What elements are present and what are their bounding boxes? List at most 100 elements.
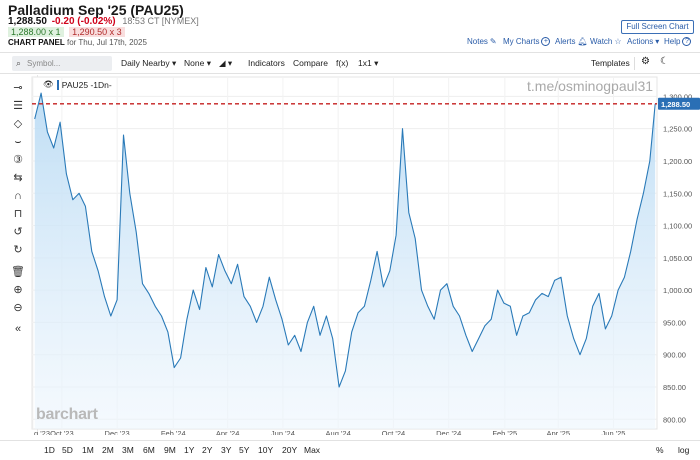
x-tick-label: g '23: [34, 429, 50, 435]
study-label: None: [184, 58, 205, 68]
percent-scale-button[interactable]: %: [656, 445, 664, 455]
data-point: [224, 270, 226, 272]
fibonacci-icon[interactable]: ③: [13, 154, 23, 166]
quote-header: Palladium Sep '25 (PAU25) 1,288.50 -0.20…: [0, 0, 700, 50]
x-tick-label: Apr '24: [216, 429, 240, 435]
data-point: [141, 283, 143, 285]
price-chart[interactable]: 800.00 850.00 900.00 950.00 1,000.00 1,050.00…: [30, 75, 700, 435]
data-point: [230, 283, 232, 285]
range-button-6m[interactable]: 6M: [143, 445, 155, 455]
symbol-search-input[interactable]: ⌕ Symbol...: [12, 56, 112, 71]
panel-date: for Thu, Jul 17th, 2025: [66, 38, 147, 47]
data-point: [275, 299, 277, 301]
help-label: Help: [664, 37, 681, 46]
watch-link[interactable]: Watch ☆: [590, 37, 622, 46]
x-tick-label: Feb '24: [161, 429, 186, 435]
data-point: [490, 318, 492, 320]
magnet-icon[interactable]: ∩: [14, 190, 22, 202]
lock-icon[interactable]: ⊓: [13, 208, 23, 220]
range-button-max[interactable]: Max: [304, 445, 321, 455]
data-point: [351, 331, 353, 333]
zoom-out-icon[interactable]: ⊖: [13, 302, 23, 314]
range-button-20y[interactable]: 20Y: [282, 445, 298, 455]
data-point: [59, 121, 61, 123]
range-button-1d[interactable]: 1D: [44, 445, 55, 455]
data-point: [53, 147, 55, 149]
trendline-icon[interactable]: ☰: [13, 100, 23, 112]
indicators-button[interactable]: Indicators: [248, 58, 285, 68]
layout-dropdown[interactable]: 1x1 ▾: [358, 58, 378, 69]
study-dropdown[interactable]: None ▾: [184, 58, 211, 69]
range-button-5y[interactable]: 5Y: [239, 445, 250, 455]
data-point: [294, 334, 296, 336]
alerts-label: Alerts: [555, 37, 576, 46]
function-button[interactable]: f(x): [336, 58, 349, 68]
range-button-1y[interactable]: 1Y: [184, 445, 195, 455]
data-point: [477, 337, 479, 339]
y-tick-label: 1,150.00: [663, 189, 692, 198]
data-point: [560, 276, 562, 278]
data-point: [376, 250, 378, 252]
templates-button[interactable]: Templates: [591, 58, 630, 68]
text-tool-icon[interactable]: ⇆: [13, 172, 23, 184]
legend-label: PAU25 -1Dn-: [61, 79, 112, 90]
range-button-5d[interactable]: 5D: [62, 445, 73, 455]
interval-dropdown[interactable]: Daily Nearby ▾: [121, 58, 176, 69]
series-line: [34, 92, 656, 388]
settings-icon[interactable]: ⚙: [641, 56, 650, 67]
x-tick-label: Feb '25: [492, 429, 517, 435]
data-point: [496, 289, 498, 291]
dark-mode-icon[interactable]: ☾: [660, 56, 669, 67]
actions-menu[interactable]: Actions ▾: [627, 37, 659, 46]
watermark-text: t.me/osminogpaul31: [527, 78, 654, 94]
data-point: [262, 305, 264, 307]
compare-button[interactable]: Compare: [293, 58, 328, 68]
data-point: [573, 337, 575, 339]
crosshair-icon[interactable]: ⊸: [13, 82, 23, 94]
data-point: [623, 276, 625, 278]
undo-icon[interactable]: ↺: [13, 226, 23, 238]
y-tick-label: 1,100.00: [663, 222, 692, 231]
data-point: [465, 334, 467, 336]
redo-icon[interactable]: ↻: [13, 244, 23, 256]
data-point: [40, 92, 42, 94]
range-button-10y[interactable]: 10Y: [258, 445, 274, 455]
range-button-2y[interactable]: 2Y: [202, 445, 213, 455]
chart-type-dropdown[interactable]: ◢ ▾: [219, 58, 232, 69]
zoom-in-icon[interactable]: ⊕: [13, 284, 23, 296]
my-charts-link[interactable]: My Charts +: [503, 37, 551, 46]
collapse-sidebar-icon[interactable]: «: [14, 323, 22, 335]
series-area: [34, 93, 656, 429]
data-point: [186, 318, 188, 320]
full-screen-chart-button[interactable]: Full Screen Chart: [621, 20, 694, 34]
data-point: [84, 205, 86, 207]
eye-icon[interactable]: 👁︎: [43, 79, 54, 89]
data-point: [566, 315, 568, 317]
data-point: [103, 295, 105, 297]
data-point: [357, 312, 359, 314]
range-button-1m[interactable]: 1M: [82, 445, 94, 455]
data-point: [446, 283, 448, 285]
chart-toolbar: ⌕ Symbol... Daily Nearby ▾ None ▾ ◢ ▾ In…: [0, 52, 700, 74]
data-point: [160, 315, 162, 317]
range-button-3y[interactable]: 3Y: [221, 445, 232, 455]
data-point: [268, 276, 270, 278]
range-button-9m[interactable]: 9M: [164, 445, 176, 455]
log-scale-button[interactable]: log: [678, 445, 690, 455]
notes-link[interactable]: Notes ✎: [467, 37, 497, 46]
star-icon: ☆: [614, 37, 622, 46]
help-icon: ?: [682, 37, 692, 46]
barchart-logo: barchart: [36, 406, 98, 423]
brush-icon[interactable]: ⌣: [14, 136, 22, 148]
data-point: [122, 134, 124, 136]
help-link[interactable]: Help ?: [664, 37, 692, 46]
range-button-3m[interactable]: 3M: [122, 445, 134, 455]
alerts-link[interactable]: Alerts 🔔︎: [555, 37, 588, 46]
shapes-icon[interactable]: ◇: [13, 118, 23, 130]
y-tick-label: 1,200.00: [663, 157, 692, 166]
range-button-2m[interactable]: 2M: [102, 445, 114, 455]
trash-icon[interactable]: 🗑︎: [11, 266, 25, 278]
data-point: [642, 192, 644, 194]
series-swatch: [56, 79, 59, 90]
data-point: [553, 279, 555, 281]
